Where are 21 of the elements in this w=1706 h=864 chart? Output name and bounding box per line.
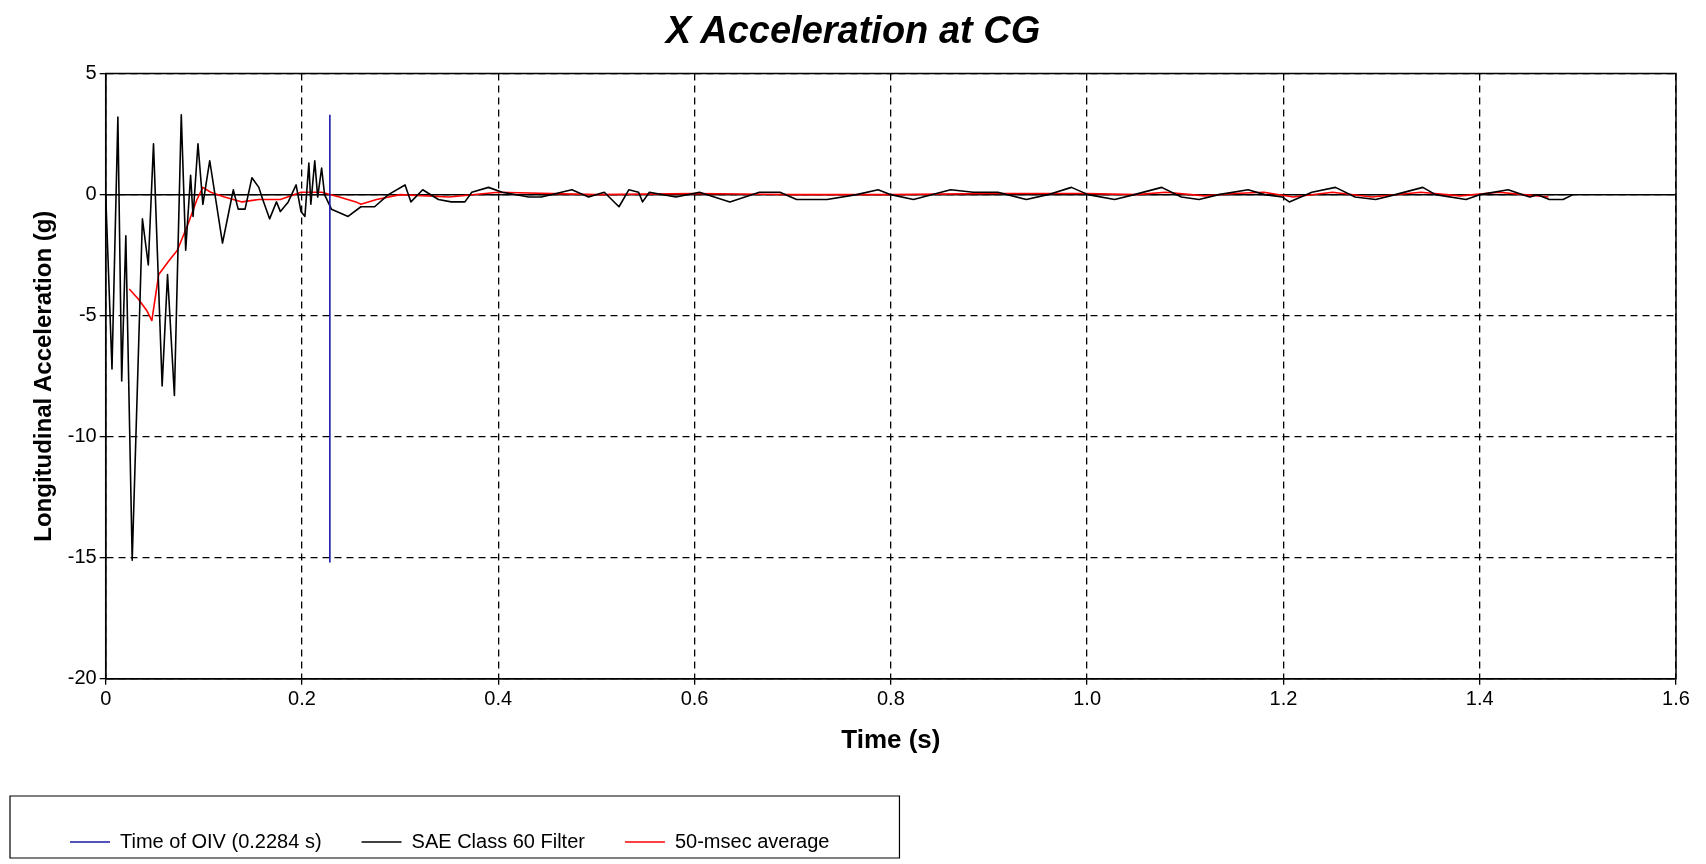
- y-axis-title: Longitudinal Acceleration (g): [29, 210, 57, 542]
- x-tick-label: 1.6: [1662, 687, 1690, 710]
- x-tick-label: 1.0: [1073, 687, 1102, 710]
- chart-title: X Acceleration at CG: [663, 9, 1041, 52]
- x-axis-title: Time (s): [841, 723, 941, 754]
- y-tick-label: 0: [85, 182, 97, 205]
- x-tick-label: 0.4: [484, 687, 513, 710]
- legend-label: 50-msec average: [674, 829, 830, 852]
- y-tick-label: -5: [78, 303, 97, 326]
- legend-label: SAE Class 60 Filter: [411, 829, 586, 852]
- x-tick-label: 0.6: [680, 687, 709, 710]
- y-tick-label: -20: [67, 666, 97, 689]
- y-tick-label: 5: [85, 61, 97, 84]
- y-tick-label: -15: [67, 545, 97, 568]
- x-tick-label: 1.4: [1465, 687, 1494, 710]
- x-tick-label: 0.8: [876, 687, 905, 710]
- y-tick-label: -10: [67, 424, 97, 447]
- x-tick-label: 0.2: [288, 687, 316, 710]
- legend-label: Time of OIV (0.2284 s): [120, 829, 322, 852]
- x-tick-label: 1.2: [1269, 687, 1298, 710]
- x-tick-label: 0: [100, 687, 112, 710]
